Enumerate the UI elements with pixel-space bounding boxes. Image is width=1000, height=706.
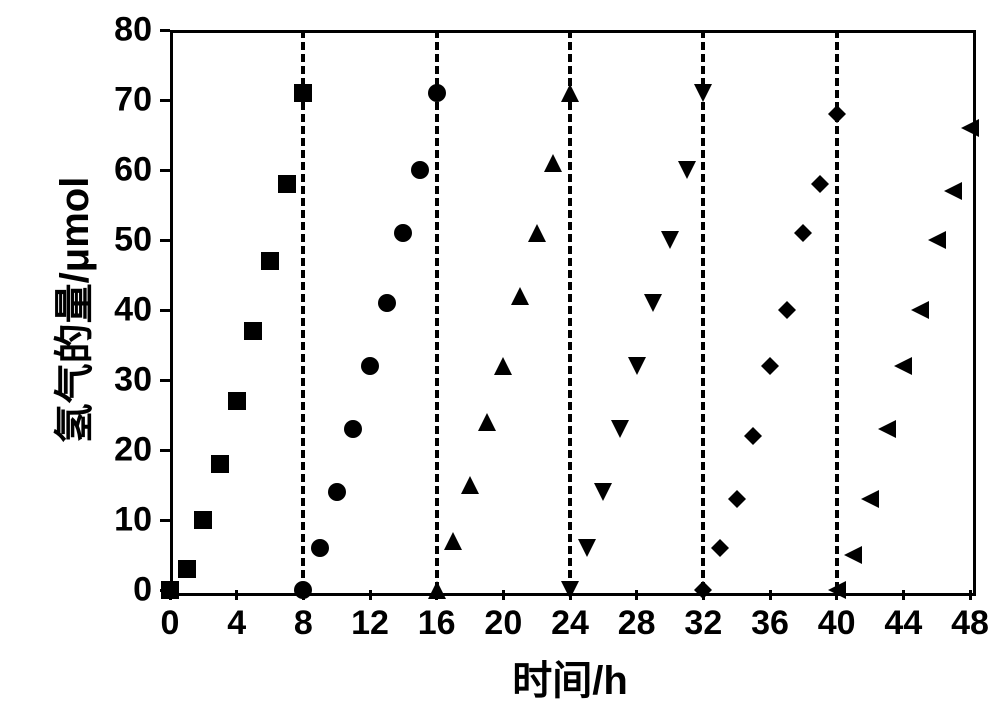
data-point (511, 287, 529, 305)
x-tick (902, 590, 905, 600)
data-point (561, 581, 579, 599)
data-point (328, 483, 346, 501)
data-point (428, 581, 446, 599)
y-tick (160, 29, 170, 32)
cycle-divider (435, 30, 439, 590)
cycle-divider (301, 30, 305, 590)
plot-area (170, 30, 976, 596)
data-point (311, 539, 329, 557)
x-tick-label: 36 (751, 604, 789, 643)
y-tick (160, 99, 170, 102)
y-tick (160, 379, 170, 382)
data-point (178, 560, 196, 578)
x-tick-label: 20 (484, 604, 522, 643)
data-point (961, 119, 979, 137)
data-point (828, 581, 846, 599)
x-tick (969, 590, 972, 600)
data-point (194, 511, 212, 529)
data-point (344, 420, 362, 438)
y-tick-label: 70 (114, 81, 152, 120)
data-point (794, 224, 812, 242)
data-point (494, 357, 512, 375)
data-point (878, 420, 896, 438)
x-tick-label: 12 (351, 604, 389, 643)
data-point (244, 322, 262, 340)
cycle-divider (568, 30, 572, 590)
data-point (844, 546, 862, 564)
x-axis-title: 时间/h (512, 648, 628, 706)
x-tick-label: 0 (161, 604, 180, 643)
data-point (444, 532, 462, 550)
data-point (744, 427, 762, 445)
cycle-divider (701, 30, 705, 590)
y-tick (160, 309, 170, 312)
data-point (728, 490, 746, 508)
data-point (544, 154, 562, 172)
x-tick-label: 16 (418, 604, 456, 643)
y-axis-title: 氢气的量/μmol (42, 177, 100, 444)
data-point (528, 224, 546, 242)
data-point (561, 84, 579, 102)
y-tick (160, 239, 170, 242)
data-point (411, 161, 429, 179)
data-point (778, 301, 796, 319)
x-tick-label: 28 (618, 604, 656, 643)
x-tick-label: 4 (227, 604, 246, 643)
x-tick-label: 24 (551, 604, 589, 643)
data-point (228, 392, 246, 410)
data-point (294, 84, 312, 102)
x-tick-label: 48 (951, 604, 989, 643)
data-point (694, 581, 712, 599)
data-point (394, 224, 412, 242)
x-tick (235, 590, 238, 600)
data-point (278, 175, 296, 193)
y-tick-label: 60 (114, 151, 152, 190)
x-tick-label: 44 (884, 604, 922, 643)
y-tick (160, 519, 170, 522)
x-tick (502, 590, 505, 600)
y-tick-label: 30 (114, 361, 152, 400)
chart-container: 氢气的量/μmol 时间/h 0481216202428323640444801… (0, 0, 1000, 706)
x-tick (769, 590, 772, 600)
y-tick-label: 80 (114, 11, 152, 50)
data-point (211, 455, 229, 473)
data-point (861, 490, 879, 508)
data-point (894, 357, 912, 375)
data-point (678, 161, 696, 179)
data-point (828, 105, 846, 123)
data-point (578, 539, 596, 557)
data-point (294, 581, 312, 599)
data-point (161, 581, 179, 599)
data-point (711, 539, 729, 557)
data-point (594, 483, 612, 501)
data-point (694, 84, 712, 102)
x-tick-label: 8 (294, 604, 313, 643)
data-point (928, 231, 946, 249)
x-tick (635, 590, 638, 600)
data-point (611, 420, 629, 438)
data-point (378, 294, 396, 312)
y-tick (160, 169, 170, 172)
y-tick-label: 10 (114, 501, 152, 540)
x-tick-label: 32 (684, 604, 722, 643)
y-tick-label: 40 (114, 291, 152, 330)
data-point (944, 182, 962, 200)
data-point (461, 476, 479, 494)
data-point (761, 357, 779, 375)
data-point (811, 175, 829, 193)
x-tick (369, 590, 372, 600)
y-tick-label: 0 (133, 571, 152, 610)
data-point (644, 294, 662, 312)
data-point (661, 231, 679, 249)
data-point (361, 357, 379, 375)
x-tick-label: 40 (818, 604, 856, 643)
y-tick-label: 20 (114, 431, 152, 470)
data-point (261, 252, 279, 270)
data-point (628, 357, 646, 375)
y-tick (160, 449, 170, 452)
data-point (478, 413, 496, 431)
y-tick-label: 50 (114, 221, 152, 260)
data-point (428, 84, 446, 102)
data-point (911, 301, 929, 319)
